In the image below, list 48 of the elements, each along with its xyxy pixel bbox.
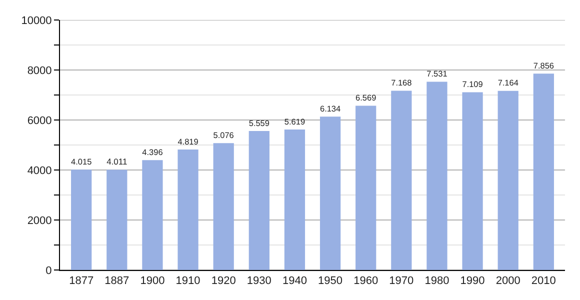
data-label: 6.134: [320, 104, 342, 114]
data-label: 7.531: [426, 69, 448, 78]
x-tick-label: 1877: [69, 275, 94, 288]
data-label: 6.569: [356, 94, 377, 103]
bar: [462, 92, 483, 270]
y-tick-label: 10000: [21, 14, 52, 27]
bar: [248, 131, 270, 270]
x-tick-label: 2010: [531, 275, 556, 288]
bar: [498, 90, 518, 270]
bar: [284, 130, 306, 270]
data-label: 4.011: [106, 156, 128, 166]
y-tick-label: 0: [46, 264, 52, 277]
x-tick-label: 1887: [104, 275, 130, 288]
x-tick-label: 1990: [460, 275, 485, 288]
data-label: 5.619: [284, 117, 306, 126]
bar: [178, 150, 198, 270]
x-tick-label: 1970: [389, 275, 414, 288]
x-tick-label: 2000: [496, 275, 520, 288]
data-label: 7.164: [498, 78, 519, 88]
bar: [320, 116, 341, 270]
bar: [391, 90, 412, 270]
x-tick-label: 1920: [211, 275, 236, 288]
x-tick-label: 1960: [354, 275, 378, 288]
x-tick-label: 1950: [318, 275, 343, 288]
x-tick-label: 1940: [282, 275, 307, 288]
x-tick-label: 1910: [176, 275, 200, 288]
bar: [533, 74, 554, 270]
bar: [356, 106, 376, 270]
bar: [142, 160, 163, 270]
bar: [71, 170, 92, 270]
data-label: 4.396: [142, 148, 164, 157]
y-tick-label: 6000: [27, 114, 52, 127]
y-tick-label: 2000: [27, 214, 52, 227]
data-label: 4.015: [71, 157, 92, 166]
data-label: 7.168: [391, 78, 412, 88]
y-tick-label: 4000: [27, 164, 52, 177]
data-label: 7.856: [533, 61, 554, 70]
x-tick-label: 1930: [246, 275, 272, 288]
bar: [106, 170, 128, 270]
bar: [213, 143, 234, 270]
data-label: 4.819: [178, 137, 199, 146]
bar: [426, 82, 448, 270]
x-tick-label: 1980: [424, 275, 450, 288]
data-label: 5.076: [213, 130, 234, 140]
y-tick-label: 8000: [27, 64, 52, 77]
data-label: 7.109: [462, 80, 484, 90]
x-tick-label: 1900: [140, 275, 165, 288]
data-label: 5.559: [248, 118, 270, 128]
